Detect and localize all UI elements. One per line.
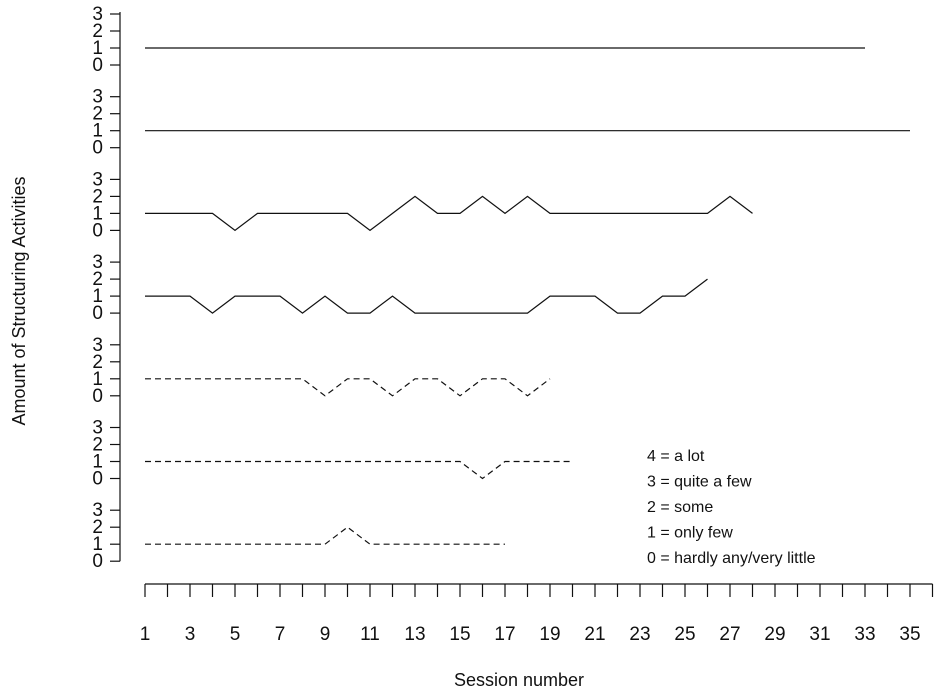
x-tick-label: 5 [230,624,241,645]
x-tick-label: 3 [185,624,196,645]
y-tick-label: 2 [92,186,103,207]
y-tick-label: 3 [92,4,103,25]
x-tick-label: 35 [899,624,920,645]
x-tick-label: 9 [320,624,331,645]
y-tick-label: 2 [92,269,103,290]
y-axis-title: Amount of Structuring Activities [9,176,29,425]
y-tick-label: 3 [92,252,103,273]
series-line-7 [145,526,505,545]
legend-entry: 3 = quite a few [647,474,752,491]
x-axis: 1 3 5 7 9 11 13 15 17 19 21 23 25 27 29 31 33 35 [140,583,934,645]
x-tick-label: 31 [809,624,830,645]
series-line-6 [145,460,573,480]
x-tick-label: 11 [360,624,380,645]
y-tick-label: 2 [92,21,103,42]
y-tick-label: 1 [92,121,103,142]
legend-entry: 4 = a lot [647,448,705,465]
x-tick-label: 25 [674,624,695,645]
y-tick-label: 3 [92,169,103,190]
series-line-3 [145,195,753,232]
y-tick-label: 2 [92,517,103,538]
x-tick-label: 23 [629,624,650,645]
y-tick-label: 0 [92,469,103,490]
legend: 4 = a lot 3 = quite a few 2 = some 1 = only… [647,448,816,567]
y-tick-label: 3 [92,87,103,108]
legend-entry: 2 = some [647,499,713,516]
chart-panels [145,47,910,545]
y-tick-label: 1 [92,452,103,473]
legend-entry: 0 = hardly any/very little [647,550,816,567]
y-tick-label: 1 [92,38,103,59]
x-tick-label: 15 [449,624,470,645]
x-tick-label: 7 [275,624,286,645]
y-tick-label: 1 [92,203,103,224]
y-tick-label: 3 [92,500,103,521]
x-tick-label: 17 [494,624,515,645]
x-tick-label: 21 [584,624,605,645]
x-tick-label: 27 [719,624,740,645]
x-tick-label: 1 [140,624,151,645]
y-tick-label: 3 [92,418,103,439]
legend-entry: 1 = only few [647,525,733,542]
y-tick-label: 0 [92,220,103,241]
y-tick-label: 2 [92,352,103,373]
y-tick-label: 0 [92,551,103,572]
x-axis-title: Session number [454,670,584,690]
x-tick-label: 13 [404,624,425,645]
x-tick-label: 29 [764,624,785,645]
y-tick-label: 0 [92,386,103,407]
y-tick-label: 1 [92,286,103,307]
series-line-5 [145,378,551,397]
y-tick-label: 0 [92,138,103,159]
y-tick-label: 0 [92,303,103,324]
y-tick-label: 2 [92,104,103,125]
y-tick-label: 1 [92,369,103,390]
y-tick-label: 1 [92,534,103,555]
y-tick-label: 2 [92,435,103,456]
y-tick-label: 0 [92,55,103,76]
x-tick-label: 33 [854,624,875,645]
y-tick-label: 3 [92,335,103,356]
series-line-4 [145,278,708,314]
x-tick-label: 19 [539,624,560,645]
